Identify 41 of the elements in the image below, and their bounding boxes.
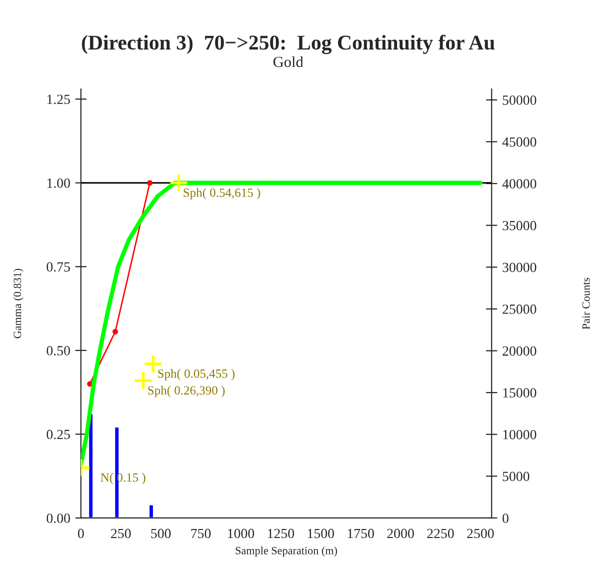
y2-tick-label: 15000 xyxy=(503,388,536,398)
y-tick-label: 0.00 xyxy=(46,514,70,523)
y-tick-label: 0.25 xyxy=(46,430,70,440)
point xyxy=(112,328,118,334)
y-tick-label: 1.00 xyxy=(47,178,70,188)
point xyxy=(147,180,153,186)
y2-tick-label: 10000 xyxy=(503,430,536,440)
x-tick-label: 2000 xyxy=(387,528,414,538)
y2-tick-label: 20000 xyxy=(502,346,536,356)
x-tick-label: 2500 xyxy=(467,528,494,538)
annotation: Sph( 0.54,615 ) xyxy=(184,188,260,200)
line-series xyxy=(80,180,483,466)
y-tick-label: 0.50 xyxy=(46,346,70,356)
chart-title: (Direction 3) 70−>250: Log Continuity for Au xyxy=(82,34,495,54)
annotation: Sph( 0.05,455 ) xyxy=(158,369,235,380)
y2-axis-title: Pair Counts xyxy=(582,278,590,330)
x-tick-label: 500 xyxy=(151,528,171,538)
x-tick-label: 1000 xyxy=(228,528,254,538)
x-tick-label: 2250 xyxy=(427,528,454,538)
y2-tick-label: 50000 xyxy=(502,96,536,105)
y2-tick-label: 5000 xyxy=(502,472,530,482)
y2-tick-label: 35000 xyxy=(502,220,536,230)
x-axis-title: Sample Separation (m) xyxy=(236,546,338,557)
y-tick-label: 1.25 xyxy=(47,94,70,104)
x-tick-label: 1250 xyxy=(268,528,294,538)
y-tick-label: 0.75 xyxy=(46,262,70,272)
y2-tick-label: 25000 xyxy=(502,304,536,314)
x-tick-label: 1750 xyxy=(348,528,374,538)
x-tick-label: 0 xyxy=(78,528,84,538)
x-tick-label: 750 xyxy=(191,528,211,538)
x-tick-label: 1500 xyxy=(308,528,334,538)
annotation: Sph( 0.26,390 ) xyxy=(148,386,225,398)
y2-tick-label: 45000 xyxy=(502,137,536,147)
chart-subtitle: Gold xyxy=(273,56,304,68)
x-tick-label: 250 xyxy=(111,528,131,538)
y2-tick-label: 0 xyxy=(502,514,508,523)
bar xyxy=(88,412,94,518)
y-axis-title: Gamma (0.831) xyxy=(13,268,24,338)
y2-tick-label: 30000 xyxy=(502,262,536,272)
y2-tick-label: 40000 xyxy=(502,179,536,188)
bar xyxy=(148,504,154,518)
